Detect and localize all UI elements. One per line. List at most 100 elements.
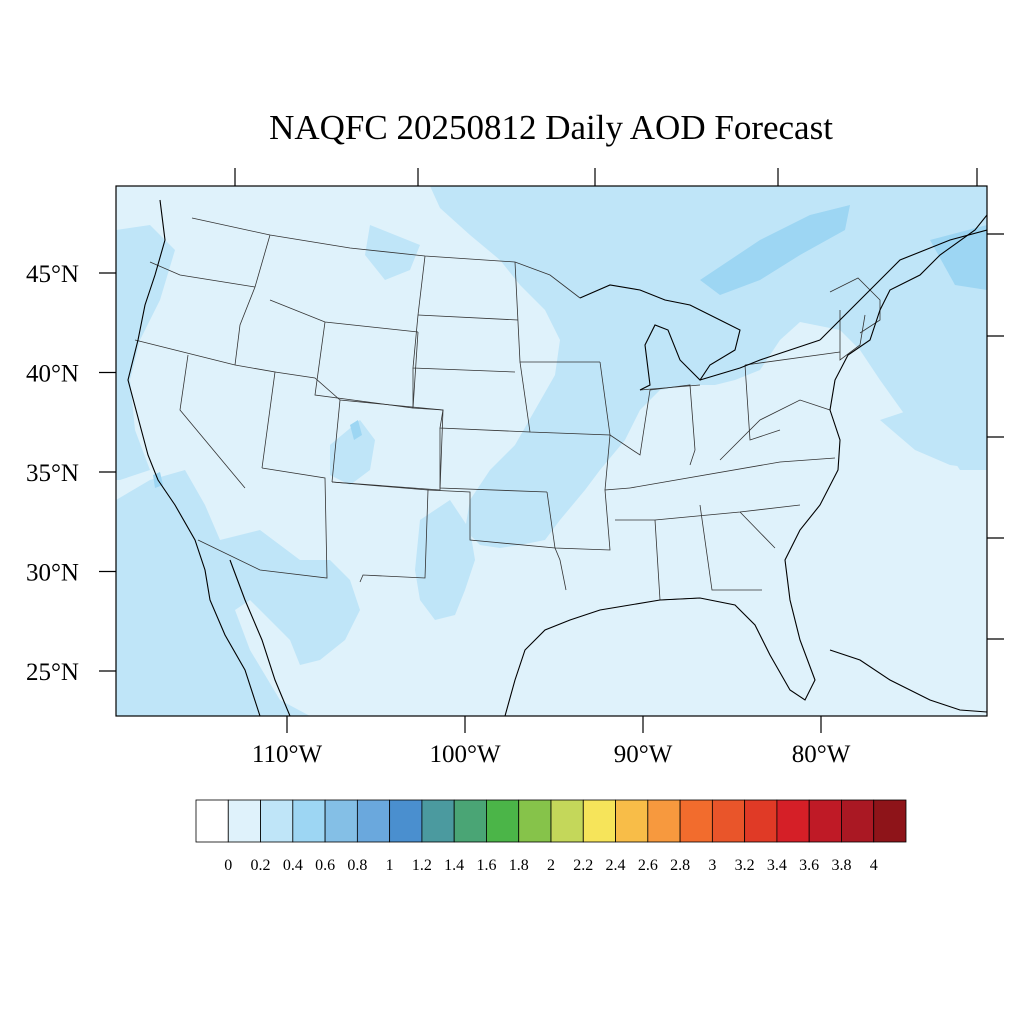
colorbar-label: 2.4 — [606, 857, 626, 874]
colorbar-label: 0.6 — [315, 857, 335, 874]
border-ks-ok — [439, 428, 548, 493]
colorbar-label: 4 — [870, 857, 878, 874]
colorbar-label: 1 — [386, 857, 394, 874]
colorbar-label: 0.4 — [283, 857, 303, 874]
colorbar-swatch — [744, 799, 778, 843]
colorbar-label: 1.2 — [412, 857, 432, 874]
border-az — [197, 467, 328, 579]
colorbar-swatch — [195, 799, 229, 843]
colorbar-swatch — [841, 799, 875, 843]
border-idaho — [234, 234, 271, 366]
latitude-axis: 45°N 40°N 35°N 30°N 25°N — [26, 261, 116, 686]
border-nd-sd — [417, 314, 519, 321]
map-frame — [115, 185, 988, 717]
colorbar-label: 1.6 — [476, 857, 496, 874]
coastlines — [127, 199, 987, 716]
frame-ticks — [234, 168, 1004, 640]
colorbar-swatch — [679, 799, 713, 843]
st-lawrence — [819, 229, 987, 341]
lon-label: 110°W — [252, 741, 323, 768]
border-ne-ks — [412, 368, 531, 433]
border-wy — [314, 321, 419, 409]
colorbar-swatch — [453, 799, 487, 843]
aod-region-texas-plains — [415, 500, 475, 620]
border-ar-la — [546, 487, 631, 551]
colorbar-swatch — [227, 799, 261, 843]
border-dakotas — [412, 255, 516, 373]
colorbar-label: 3.6 — [799, 857, 819, 874]
border-ia-mo — [519, 361, 611, 491]
colorbar-swatch — [260, 799, 294, 843]
lat-label: 30°N — [26, 560, 79, 587]
border-tn-south — [615, 504, 801, 521]
border-oh-pa — [744, 364, 781, 441]
lon-label: 100°W — [429, 741, 500, 768]
baja-gulf-coast — [229, 559, 291, 716]
lake-erie-ontario — [699, 339, 821, 381]
aod-region-colorado — [330, 420, 375, 485]
border-il — [599, 361, 651, 456]
border-mi-in — [639, 384, 701, 391]
border-ky-tn — [629, 457, 836, 489]
colorbar-label: 2.2 — [573, 857, 593, 874]
longitude-axis: 110°W 100°W 90°W 80°W — [252, 716, 851, 768]
colorbar-label: 0.2 — [251, 857, 271, 874]
border-nv-ca — [179, 354, 246, 489]
border-va — [719, 399, 831, 461]
colorbar-swatch — [776, 799, 810, 843]
aod-pocket-quebec — [700, 205, 850, 295]
colorbar-label: 3 — [708, 857, 716, 874]
border-new-england — [839, 310, 866, 361]
colorbar-label: 2.8 — [670, 857, 690, 874]
colorbar-swatch — [421, 799, 455, 843]
colorbar-label: 3.2 — [735, 857, 755, 874]
aod-region-southwest — [116, 470, 360, 716]
colorbar-swatch — [873, 799, 907, 843]
border-ut-co — [274, 371, 341, 483]
pacific-coastline — [127, 199, 261, 716]
border-pa-ny — [744, 351, 841, 366]
colorbar-label: 2.6 — [638, 857, 658, 874]
border-ok-tx — [427, 489, 567, 591]
border-co — [331, 399, 444, 491]
colorbar-label: 1.4 — [444, 857, 464, 874]
lat-label: 40°N — [26, 361, 79, 388]
colorbar-label: 0 — [224, 857, 232, 874]
lat-label: 35°N — [26, 460, 79, 487]
colorbar-swatch — [324, 799, 358, 843]
colorbar-swatch — [808, 799, 842, 843]
border-or-ca — [134, 339, 236, 366]
colorbar-label: 0.8 — [347, 857, 367, 874]
colorbar-swatch — [518, 799, 552, 843]
colorbar-swatch — [711, 799, 746, 843]
aod-pocket-colorado — [350, 420, 362, 440]
lon-label: 90°W — [614, 741, 673, 768]
colorbar-swatch — [389, 799, 423, 843]
colorbar-swatch — [615, 799, 649, 843]
colorbar-swatch — [356, 799, 391, 843]
cuba-bahamas — [829, 649, 987, 713]
plot-title: NAQFC 20250812 Daily AOD Forecast — [269, 108, 833, 147]
colorbar-swatch — [486, 799, 520, 843]
border-nm — [331, 481, 429, 583]
colorbar-swatch — [292, 799, 326, 843]
colorbar-label: 3.4 — [767, 857, 787, 874]
colorbar-swatch — [647, 799, 681, 843]
colorbar-swatch — [550, 799, 584, 843]
aod-region-pacific-coast — [116, 225, 175, 480]
great-lakes-outline — [579, 284, 741, 391]
colorbar-label: 2 — [547, 857, 555, 874]
aod-pocket-nova-scotia — [930, 225, 987, 290]
lat-label: 45°N — [26, 261, 79, 288]
gulf-coast — [504, 214, 987, 716]
border-ga-sc — [739, 511, 776, 549]
colorbar-label: 1.8 — [509, 857, 529, 874]
aod-region-atlantic-tongue — [880, 400, 987, 470]
border-al-ga — [699, 504, 762, 591]
colorbar-label: 3.8 — [831, 857, 851, 874]
lat-label: 25°N — [26, 659, 79, 686]
lon-label: 80°W — [792, 741, 851, 768]
colorbar-swatch — [582, 799, 616, 843]
